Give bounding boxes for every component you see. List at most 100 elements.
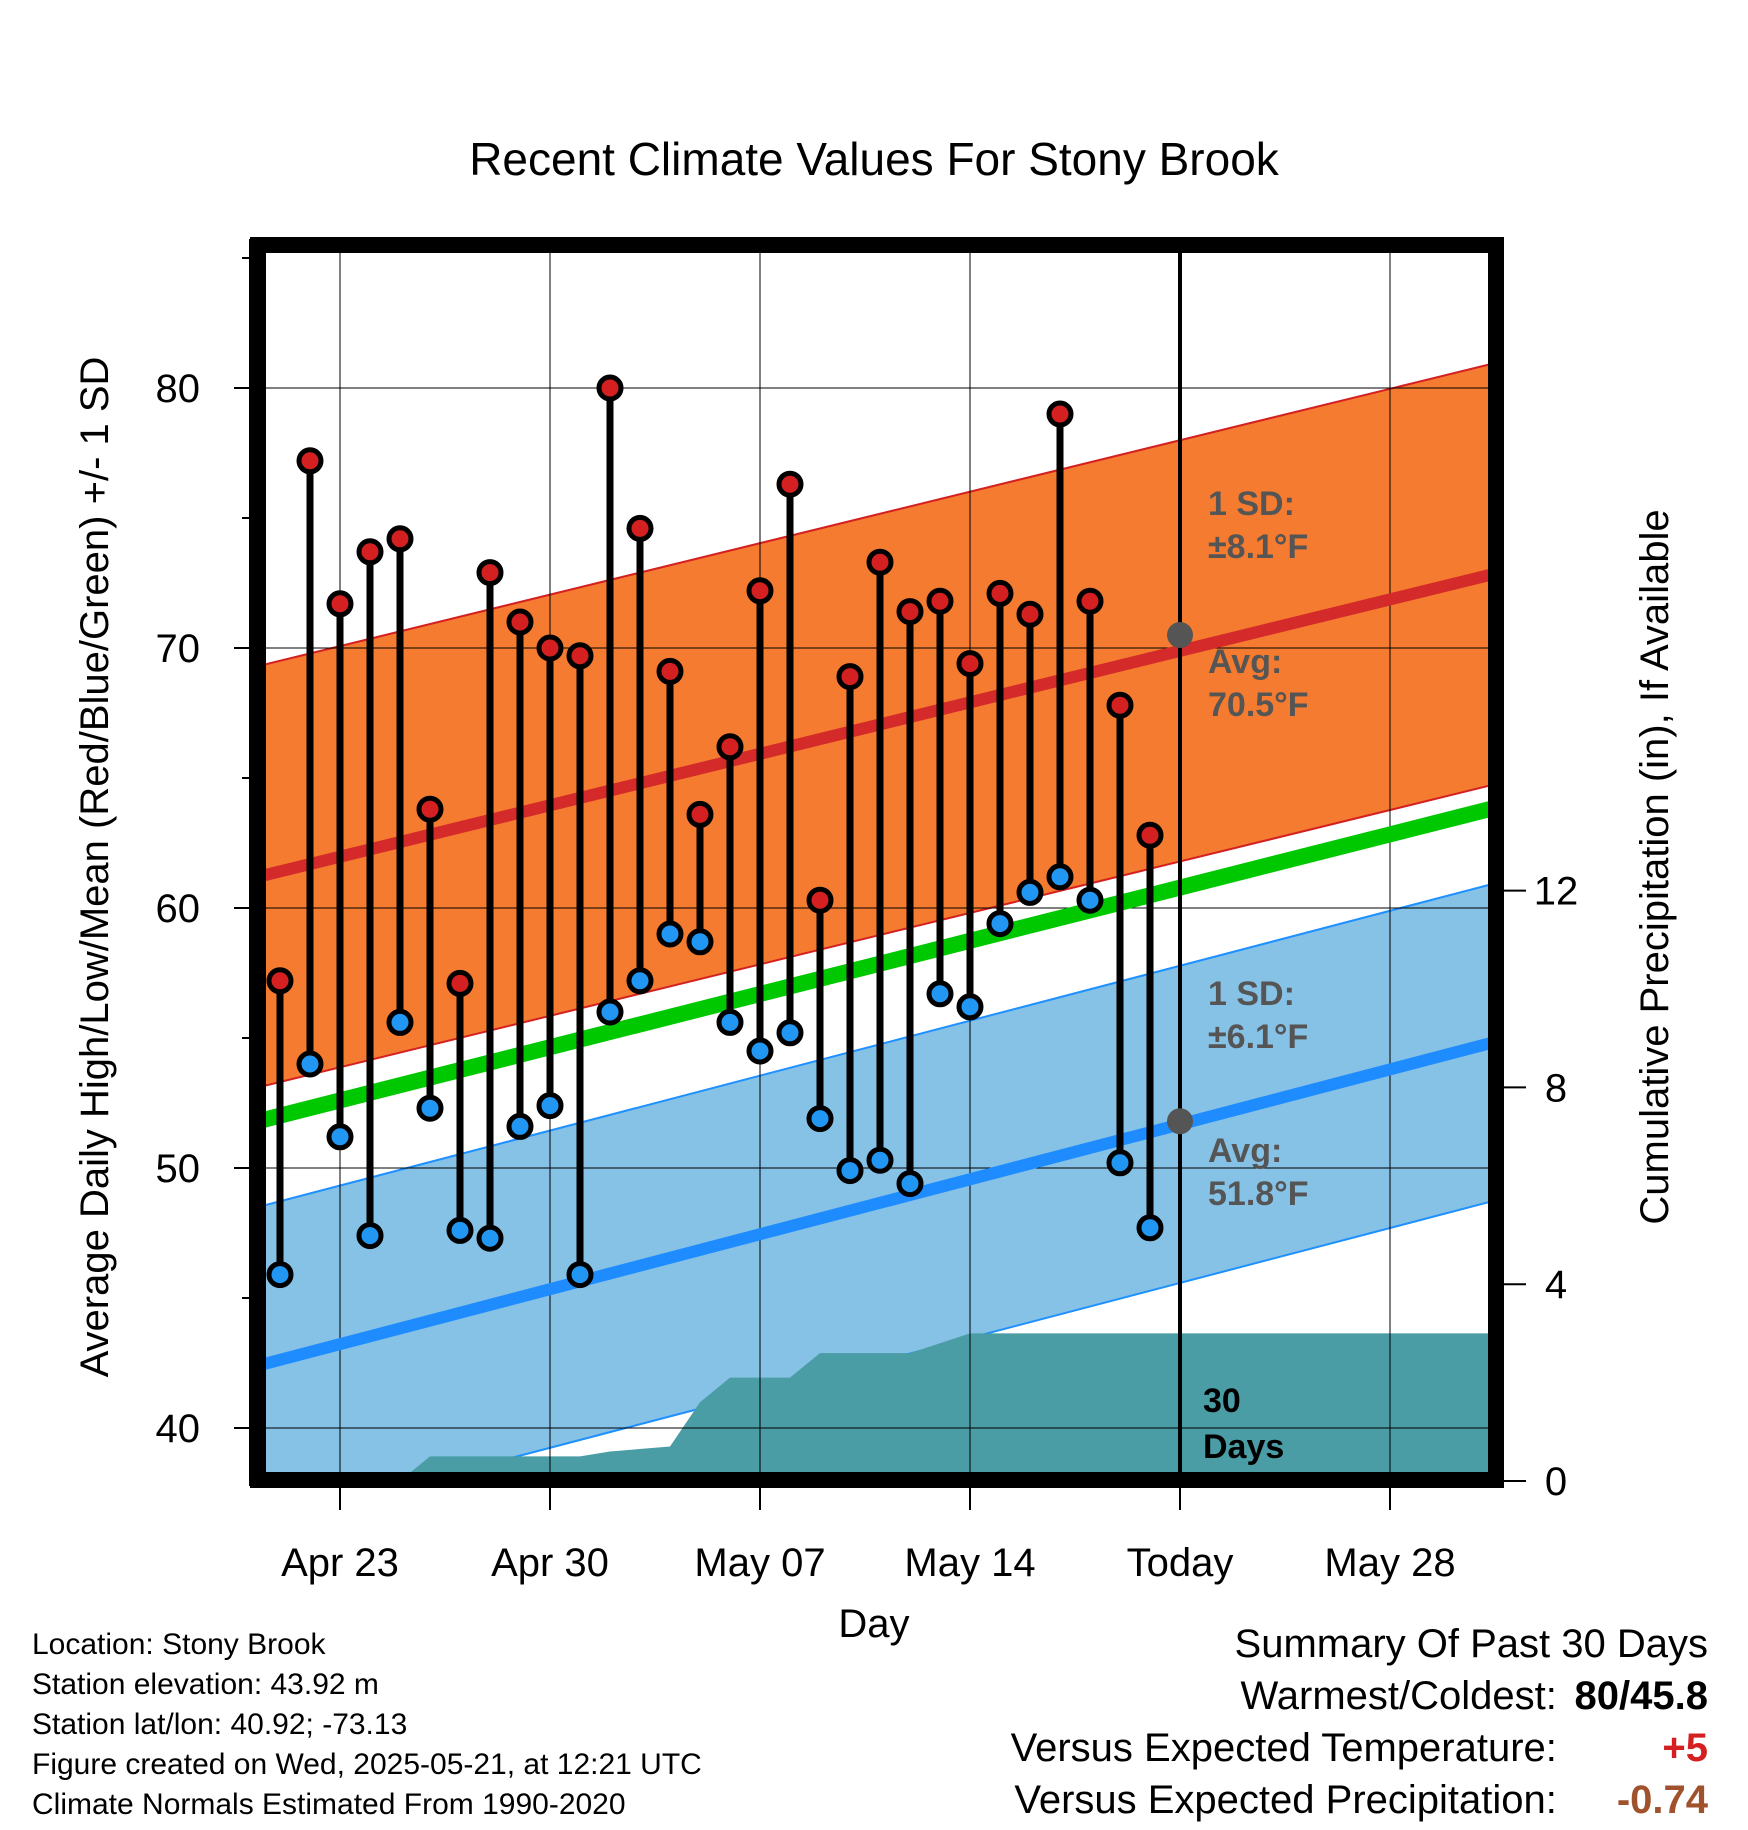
daily-high-marker (446, 969, 474, 997)
daily-low-marker (1106, 1149, 1134, 1177)
high-sd-lower-edge (258, 783, 1496, 1089)
precip-label: Versus Expected Precipitation: (1014, 1778, 1557, 1822)
daily-low-marker (506, 1112, 534, 1140)
daily-low-marker (356, 1222, 384, 1250)
today-window-label: 30 Days (1203, 1382, 1284, 1466)
y2-tick-label: 8 (1545, 1066, 1567, 1110)
x-tick-label: May 28 (1324, 1541, 1455, 1585)
daily-high-marker (716, 733, 744, 761)
daily-high-marker (296, 447, 324, 475)
daily-low-marker (566, 1261, 594, 1289)
daily-low-marker (1016, 878, 1044, 906)
daily-high-marker (926, 587, 954, 615)
daily-high-marker (536, 634, 564, 662)
warmest-value: 80/45.8 (1574, 1674, 1708, 1718)
today-days-word: Days (1203, 1428, 1284, 1466)
daily-high-marker (686, 800, 714, 828)
y2-tick-label: 0 (1545, 1460, 1567, 1504)
daily-high-marker (866, 548, 894, 576)
low-sd-value: ±6.1°F (1208, 1018, 1308, 1056)
daily-low-marker (626, 967, 654, 995)
daily-high-marker (986, 579, 1014, 607)
x-tick-label: May 07 (694, 1541, 825, 1585)
x-tick-label: Apr 23 (281, 1541, 399, 1585)
today-low-normal-marker (1167, 1108, 1193, 1135)
daily-low-marker (806, 1105, 834, 1133)
daily-low-marker (326, 1123, 354, 1151)
summary-heading: Summary Of Past 30 Days (1234, 1622, 1708, 1666)
x-tick-label: Today (1127, 1541, 1234, 1585)
axes: 40 50 60 70 80 0 4 8 12 Apr 23 Apr 30 May 07 May 14 T… (156, 237, 1578, 1585)
precip-value: -0.74 (1616, 1778, 1708, 1822)
daily-high-marker (1136, 821, 1164, 849)
daily-low-marker (716, 1008, 744, 1036)
daily-low-marker (476, 1224, 504, 1252)
high-avg-value: 70.5°F (1208, 686, 1309, 724)
low-sd-upper-edge (258, 882, 1496, 1208)
daily-low-marker (956, 993, 984, 1021)
normal-low-line (258, 1035, 1496, 1372)
y-tick-label: 50 (156, 1147, 201, 1191)
y-tick-label: 60 (156, 887, 201, 931)
summary-panel: Summary Of Past 30 Days Warmest/Coldest:… (1011, 1622, 1708, 1830)
daily-low-marker (836, 1157, 864, 1185)
daily-low-marker (296, 1050, 324, 1078)
daily-high-marker (596, 374, 624, 402)
daily-high-marker (416, 795, 444, 823)
y-tick-label: 40 (156, 1407, 201, 1451)
high-sd-value: ±8.1°F (1208, 528, 1308, 566)
daily-high-marker (836, 663, 864, 691)
daily-low-marker (776, 1019, 804, 1047)
daily-high-marker (656, 657, 684, 685)
high-normal-annotation: 1 SD: ±8.1°F Avg: 70.5°F (1208, 485, 1309, 724)
low-normal-annotation: 1 SD: ±6.1°F Avg: 51.8°F (1208, 975, 1309, 1213)
summary-temp-row: Versus Expected Temperature: +5 (1011, 1726, 1708, 1778)
daily-high-marker (896, 598, 924, 626)
daily-low-marker (686, 928, 714, 956)
x-tick-label: Apr 30 (491, 1541, 609, 1585)
daily-high-marker (776, 470, 804, 498)
station-info: Location: Stony Brook Station elevation:… (32, 1625, 702, 1825)
daily-low-marker (896, 1170, 924, 1198)
plot-area (258, 245, 1496, 1480)
y-axis-label: Average Daily High/Low/Mean (Red/Blue/Gr… (73, 357, 117, 1378)
daily-low-marker (1046, 863, 1074, 891)
daily-high-marker (356, 538, 384, 566)
normal-mean-line (258, 799, 1496, 1129)
location-text: Location: Stony Brook (32, 1628, 326, 1661)
daily-high-marker (386, 525, 414, 553)
warmest-label: Warmest/Coldest: (1240, 1674, 1557, 1718)
created-text: Figure created on Wed, 2025-05-21, at 12… (32, 1748, 702, 1781)
today-high-normal-marker (1167, 622, 1193, 648)
daily-high-marker (626, 514, 654, 542)
daily-low-marker (446, 1216, 474, 1244)
temp-value: +5 (1662, 1726, 1708, 1770)
daily-low-marker (536, 1092, 564, 1120)
summary-precip-row: Versus Expected Precipitation: -0.74 (1011, 1778, 1708, 1830)
high-sd-upper-edge (258, 361, 1496, 668)
daily-low-marker (926, 980, 954, 1008)
normal-high-line (258, 567, 1496, 883)
y-tick-label: 80 (156, 367, 201, 411)
daily-low-marker (1076, 886, 1104, 914)
low-avg-value: 51.8°F (1208, 1175, 1309, 1213)
daily-high-marker (806, 886, 834, 914)
daily-high-marker (1106, 691, 1134, 719)
y2-axis-label: Cumulative Precipitation (in), If Availa… (1633, 509, 1677, 1224)
low-sd-label: 1 SD: (1208, 975, 1295, 1013)
normals-text: Climate Normals Estimated From 1990-2020 (32, 1788, 626, 1821)
high-sd-label: 1 SD: (1208, 485, 1295, 523)
daily-low-marker (416, 1094, 444, 1122)
daily-high-marker (956, 650, 984, 678)
daily-low-marker (596, 998, 624, 1026)
daily-low-marker (386, 1008, 414, 1036)
daily-low-marker (986, 910, 1014, 938)
precipitation-area (258, 1333, 1496, 1480)
daily-high-marker (266, 967, 294, 995)
daily-high-marker (506, 608, 534, 636)
daily-high-marker (566, 642, 594, 670)
plot-frame (250, 237, 1504, 1488)
low-sd-band (258, 883, 1496, 1480)
low-avg-label: Avg: (1208, 1132, 1282, 1170)
